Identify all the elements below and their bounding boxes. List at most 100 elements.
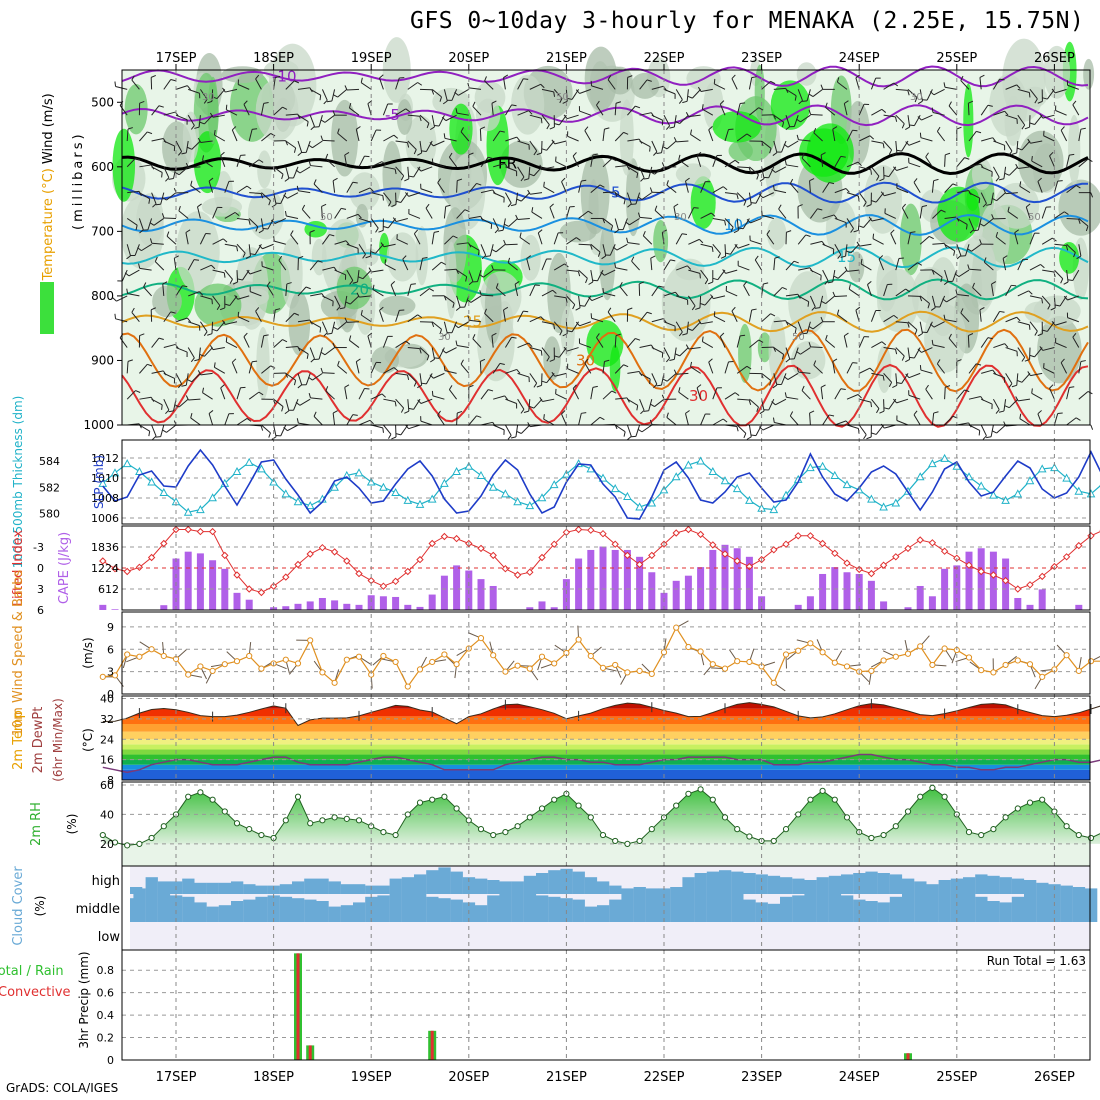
wind-barb [346, 414, 354, 426]
wind-barb-flag [317, 260, 323, 263]
slp-tick-label: 1012 [91, 452, 119, 465]
wind-barb-flag [972, 282, 975, 288]
wind-barb [456, 209, 466, 219]
upper-ylabel2: (millibars) [71, 131, 86, 230]
wind-barb-flag [499, 130, 505, 133]
lifted-index-point [1075, 541, 1083, 550]
wind-barb [468, 269, 474, 282]
wind-barb-flag [391, 204, 397, 208]
wind-barb-flag [640, 177, 645, 182]
wind-barb-flag [914, 97, 918, 103]
wind-barb-flag [833, 214, 838, 220]
wind-barb [673, 347, 677, 360]
wind10m-speed-line-point [941, 645, 948, 652]
wind-barb [993, 140, 1005, 146]
cape-bar [196, 553, 204, 610]
wind-barb-flag [395, 200, 402, 203]
wind-barb [492, 424, 505, 431]
wind-barb [743, 285, 750, 297]
wind-barb [355, 129, 360, 142]
lifted-index-point [928, 539, 937, 547]
wind-barb [420, 166, 433, 172]
rh-blob [799, 128, 849, 177]
wind-barb-flag [893, 398, 897, 404]
wind-barb-flag [614, 229, 619, 234]
wind-barb-flag [472, 101, 476, 107]
rh-blob [152, 285, 182, 318]
wind-barb [712, 186, 724, 194]
wind-barb-flag [149, 222, 155, 226]
wind-barb [299, 166, 311, 174]
wind-barb [666, 417, 677, 426]
lifted-index-point [574, 525, 583, 534]
rh-blob [1033, 295, 1081, 327]
wind-barb-flag [193, 259, 200, 261]
wind-barb-flag [771, 401, 776, 406]
wind-barb-flag [856, 241, 860, 247]
cloud-bar-middle [889, 896, 903, 922]
wind-barb-flag [161, 429, 167, 433]
wind-barb [1008, 166, 1019, 176]
cloud-bar-high [292, 881, 305, 894]
cloud-bar-middle [597, 905, 610, 922]
wind-barb [444, 137, 457, 142]
wind-barb [688, 347, 701, 350]
cloud-bar-high [865, 871, 878, 894]
wind-barb [884, 192, 896, 197]
cloud-bar-middle [694, 894, 707, 922]
wind-barb [871, 372, 884, 377]
wind-barb [433, 372, 445, 379]
wind-barb [375, 243, 384, 254]
wind-barb-flag [408, 175, 414, 178]
rh2m-ylabel: 2m RH [29, 802, 44, 846]
wind-barb-flag [813, 360, 817, 366]
wind-barb-flag [567, 97, 573, 100]
wind-barb [1005, 114, 1018, 120]
wind-barb [553, 321, 563, 332]
wind-barb-flag [1019, 181, 1022, 187]
wind-barb [933, 321, 945, 328]
wind-barb-flag [323, 332, 328, 337]
lifted-index-point [806, 532, 815, 540]
cape-bar [477, 579, 485, 610]
wind-barb [407, 399, 410, 412]
wind-barb [479, 361, 482, 374]
wind-barb [528, 166, 531, 179]
wind-barb-flag [687, 95, 693, 99]
wind-barb-flag [491, 248, 497, 253]
wind-barb [126, 128, 129, 142]
wind-barb [199, 89, 208, 100]
panel-frame-1 [121, 439, 1091, 525]
wind-barb [273, 339, 283, 348]
wind-barb [468, 183, 477, 193]
wind-barb-flag [894, 349, 898, 355]
wind-barb [211, 321, 214, 334]
wind-barb [1060, 130, 1068, 142]
wind-barb-flag [965, 224, 968, 230]
cloud-bar-middle [438, 898, 451, 922]
wind-barb-flag [520, 409, 525, 414]
wind-barb-flag [929, 235, 934, 240]
wind-barb [614, 192, 626, 200]
wind-barb-flag [293, 380, 297, 386]
cloud-bar-high [182, 878, 195, 894]
wind-barb-flag [825, 102, 828, 108]
isotherm-30 [121, 363, 1089, 428]
lifted-index-point [330, 548, 339, 556]
wind-barb [996, 424, 1006, 434]
dewpt-line [102, 753, 1100, 774]
wind-barb-flag [466, 299, 472, 303]
rh2m-line-point [599, 831, 607, 839]
wind-barb-flag [1007, 206, 1010, 212]
wind-barb [1017, 259, 1024, 271]
wind-barb-flag [917, 333, 923, 337]
wind-barb-flag [443, 365, 446, 371]
wind-barb [483, 269, 494, 278]
wind-barb [431, 261, 442, 271]
wind-barb [236, 155, 241, 167]
wind-barb-flag [258, 159, 264, 163]
wind-barb [419, 258, 423, 271]
rh2m-line-point [477, 826, 485, 833]
wind-barb-flag [825, 334, 828, 340]
wind-barb-flag [853, 229, 859, 233]
